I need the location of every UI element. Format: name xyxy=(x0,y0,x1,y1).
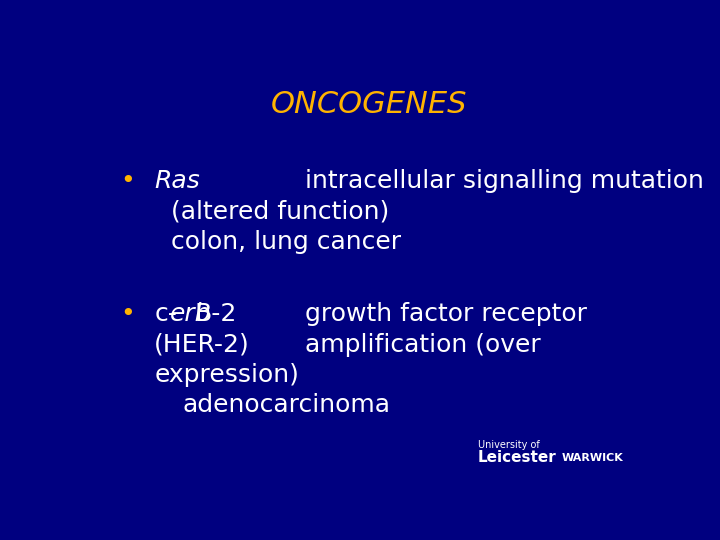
Text: expression): expression) xyxy=(154,363,299,387)
Text: growth factor receptor: growth factor receptor xyxy=(305,302,587,326)
Text: B-2: B-2 xyxy=(194,302,237,326)
Text: •: • xyxy=(121,302,135,326)
Text: University of: University of xyxy=(478,440,539,450)
Text: adenocarcinoma: adenocarcinoma xyxy=(182,393,390,417)
Text: colon, lung cancer: colon, lung cancer xyxy=(171,230,401,254)
Text: erb: erb xyxy=(170,302,211,326)
Text: •: • xyxy=(121,169,135,193)
Text: c-: c- xyxy=(154,302,177,326)
Text: WARWICK: WARWICK xyxy=(562,453,624,463)
Text: (altered function): (altered function) xyxy=(171,200,390,224)
Text: ONCOGENES: ONCOGENES xyxy=(271,90,467,119)
Text: Ras: Ras xyxy=(154,169,200,193)
Text: amplification (over: amplification (over xyxy=(305,333,541,356)
Text: Leicester: Leicester xyxy=(478,450,557,465)
Text: (HER-2): (HER-2) xyxy=(154,333,250,356)
Text: intracellular signalling mutation: intracellular signalling mutation xyxy=(305,169,703,193)
